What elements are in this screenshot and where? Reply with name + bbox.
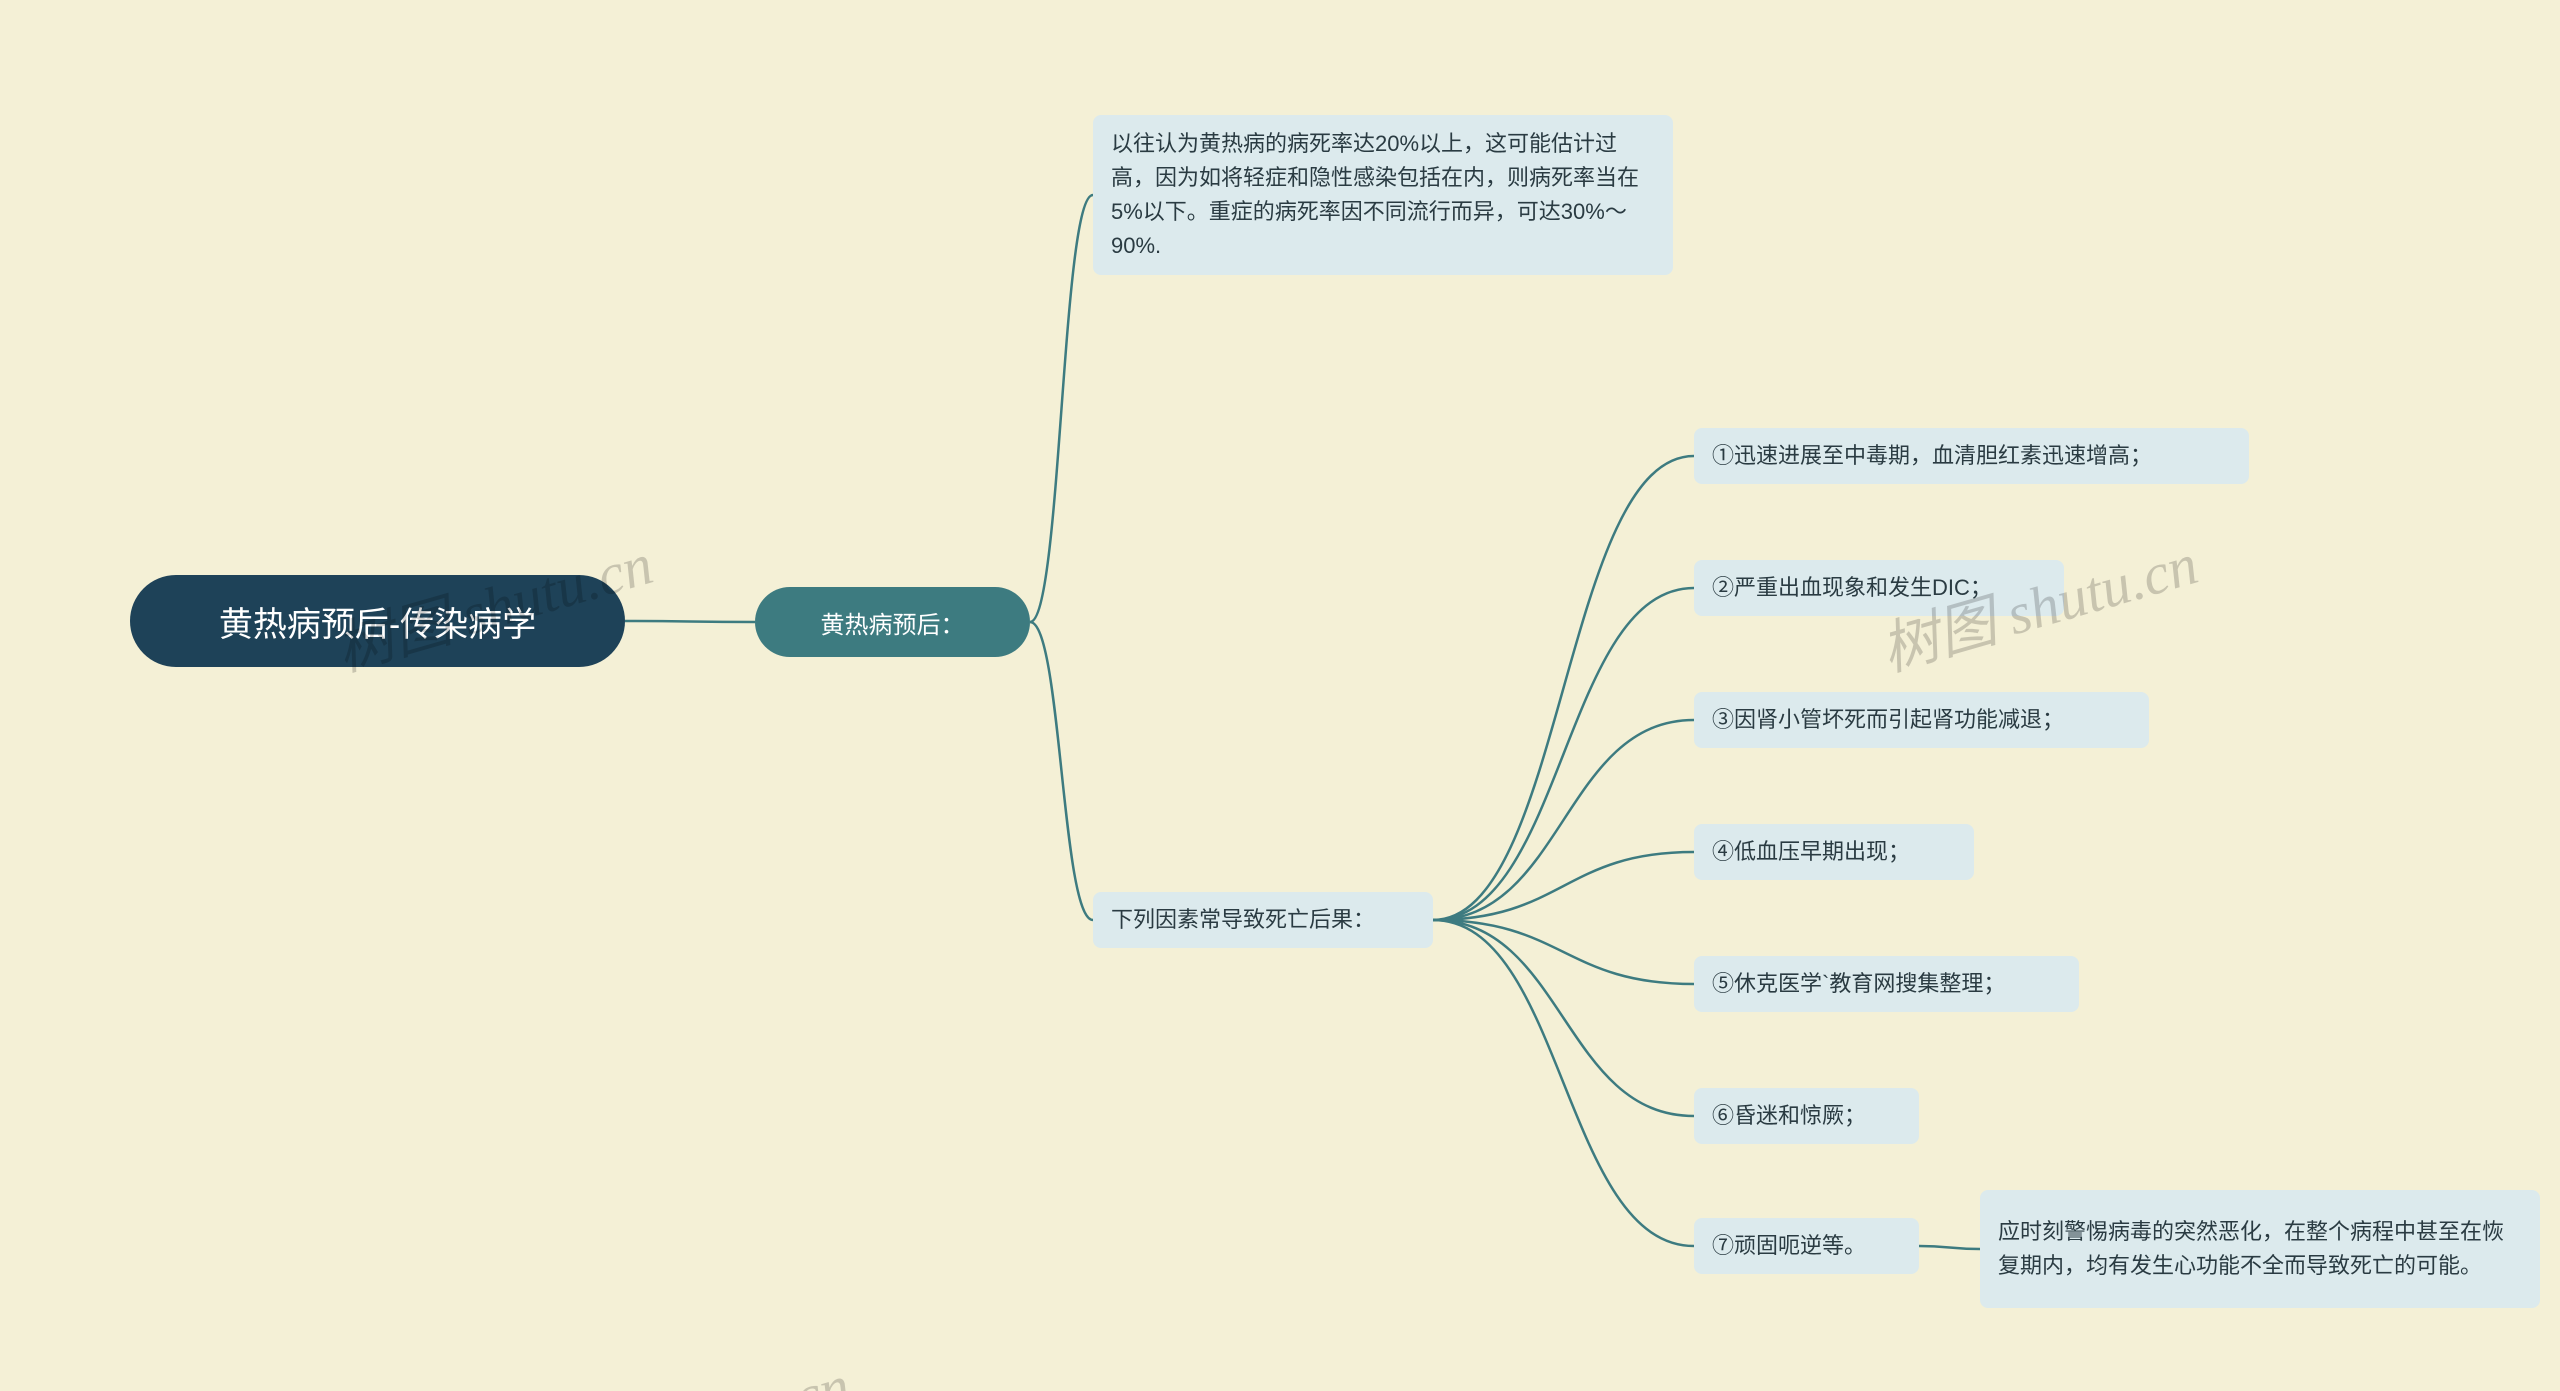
connector-path — [625, 621, 755, 622]
leaf-label: ⑤休克医学`教育网搜集整理； — [1712, 967, 2005, 1001]
leaf-node-overview[interactable]: 以往认为黄热病的病死率达20%以上，这可能估计过高，因为如将轻症和隐性感染包括在… — [1093, 115, 1673, 275]
leaf-label: 以往认为黄热病的病死率达20%以上，这可能估计过高，因为如将轻症和隐性感染包括在… — [1111, 127, 1655, 263]
connector-path — [1030, 622, 1093, 920]
leaf-node-factor[interactable]: ①迅速进展至中毒期，血清胆红素迅速增高； — [1694, 428, 2249, 484]
connector-path — [1433, 588, 1694, 920]
connector-path — [1433, 920, 1694, 1116]
leaf-node-final[interactable]: 应时刻警惕病毒的突然恶化，在整个病程中甚至在恢复期内，均有发生心功能不全而导致死… — [1980, 1190, 2540, 1308]
connector-path — [1919, 1246, 1980, 1249]
connector-path — [1433, 920, 1694, 984]
connector-path — [1433, 720, 1694, 920]
connector-path — [1433, 456, 1694, 920]
level1-node[interactable]: 黄热病预后： — [755, 587, 1030, 657]
leaf-node-factors-heading[interactable]: 下列因素常导致死亡后果： — [1093, 892, 1433, 948]
leaf-label: ①迅速进展至中毒期，血清胆红素迅速增高； — [1712, 439, 2152, 473]
root-node[interactable]: 黄热病预后-传染病学 — [130, 575, 625, 667]
leaf-label: 下列因素常导致死亡后果： — [1111, 903, 1375, 937]
leaf-label: ②严重出血现象和发生DIC； — [1712, 571, 1992, 605]
leaf-label: ④低血压早期出现； — [1712, 835, 1910, 869]
connector-path — [1433, 852, 1694, 920]
level1-label: 黄热病预后： — [821, 605, 965, 640]
leaf-node-factor[interactable]: ⑤休克医学`教育网搜集整理； — [1694, 956, 2079, 1012]
leaf-node-factor[interactable]: ⑥昏迷和惊厥； — [1694, 1088, 1919, 1144]
leaf-node-factor[interactable]: ⑦顽固呃逆等。 — [1694, 1218, 1919, 1274]
root-label: 黄热病预后-传染病学 — [219, 597, 536, 646]
leaf-node-factor[interactable]: ②严重出血现象和发生DIC； — [1694, 560, 2064, 616]
leaf-node-factor[interactable]: ④低血压早期出现； — [1694, 824, 1974, 880]
leaf-label: ⑦顽固呃逆等。 — [1712, 1229, 1866, 1263]
leaf-node-factor[interactable]: ③因肾小管坏死而引起肾功能减退； — [1694, 692, 2149, 748]
connector-path — [1030, 195, 1093, 622]
leaf-label: ⑥昏迷和惊厥； — [1712, 1099, 1866, 1133]
leaf-label: 应时刻警惕病毒的突然恶化，在整个病程中甚至在恢复期内，均有发生心功能不全而导致死… — [1998, 1215, 2522, 1283]
connector-path — [1433, 920, 1694, 1246]
mindmap-canvas: 黄热病预后-传染病学 黄热病预后： 以往认为黄热病的病死率达20%以上，这可能估… — [0, 0, 2560, 1391]
watermark-text: .cn — [772, 1352, 857, 1391]
leaf-label: ③因肾小管坏死而引起肾功能减退； — [1712, 703, 2064, 737]
